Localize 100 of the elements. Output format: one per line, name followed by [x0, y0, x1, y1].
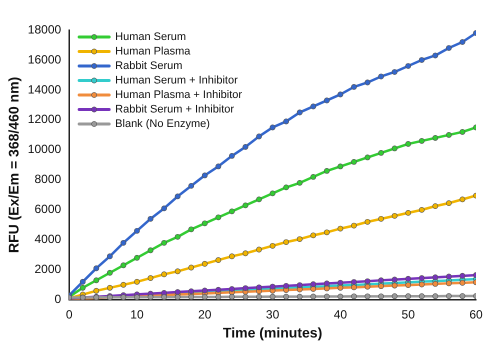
- point: [324, 280, 330, 286]
- point: [351, 159, 357, 165]
- x-tick-label: 50: [402, 307, 416, 322]
- point: [460, 280, 466, 286]
- point: [229, 294, 235, 300]
- y-tick-label: 14000: [28, 82, 62, 96]
- point: [283, 118, 290, 124]
- point: [364, 218, 370, 225]
- point: [418, 57, 425, 63]
- legend-label: Human Serum + Inhibitor: [115, 74, 238, 87]
- point: [418, 206, 425, 213]
- point: [242, 250, 248, 256]
- point: [134, 254, 140, 261]
- point: [351, 279, 357, 285]
- point: [405, 63, 412, 69]
- point: [93, 277, 100, 284]
- point: [460, 39, 466, 45]
- point: [202, 260, 208, 267]
- point: [364, 154, 370, 160]
- point: [161, 205, 167, 212]
- point: [296, 282, 303, 288]
- point: [270, 124, 276, 130]
- point: [310, 104, 316, 110]
- point: [120, 262, 126, 268]
- legend-label: Rabbit Serum + Inhibitor: [115, 104, 234, 116]
- point: [256, 284, 262, 290]
- point: [296, 294, 303, 300]
- point: [283, 282, 290, 289]
- point: [378, 277, 384, 284]
- point: [242, 294, 248, 300]
- point: [364, 80, 370, 86]
- x-tick-label: 10: [130, 307, 144, 322]
- point: [405, 141, 412, 147]
- point: [134, 278, 140, 285]
- point: [148, 275, 154, 281]
- point: [324, 294, 330, 300]
- point: [310, 281, 316, 288]
- point: [405, 210, 412, 216]
- point: [364, 293, 370, 300]
- point: [93, 265, 100, 272]
- point: [229, 208, 235, 214]
- point: [392, 276, 398, 282]
- point: [229, 253, 235, 260]
- point: [188, 294, 194, 300]
- point: [446, 132, 452, 138]
- y-axis-title: RFU (Ex/Em = 368/460 nm): [5, 76, 22, 254]
- point: [378, 283, 384, 290]
- point: [418, 282, 425, 288]
- point: [324, 98, 330, 104]
- point: [256, 246, 262, 252]
- point: [405, 276, 412, 282]
- point: [405, 282, 412, 288]
- point: [188, 182, 194, 189]
- point: [283, 184, 290, 190]
- point: [460, 272, 466, 279]
- point: [337, 226, 344, 232]
- point: [256, 134, 262, 140]
- point: [418, 293, 425, 300]
- point: [106, 284, 113, 291]
- point: [174, 234, 181, 240]
- point: [378, 293, 384, 300]
- point: [337, 284, 344, 291]
- point: [460, 293, 466, 299]
- point: [148, 247, 154, 254]
- y-tick-label: 18000: [28, 22, 62, 36]
- x-tick-label: 40: [334, 307, 348, 322]
- point: [405, 293, 412, 300]
- point: [310, 294, 316, 300]
- point: [337, 164, 344, 170]
- point: [432, 281, 438, 287]
- point: [188, 226, 194, 232]
- point: [351, 84, 357, 90]
- point: [446, 280, 452, 286]
- point: [242, 144, 248, 150]
- point: [364, 284, 370, 290]
- legend-label: Blank (No Enzyme): [115, 118, 210, 130]
- point: [270, 242, 276, 249]
- y-tick-label: 8000: [34, 172, 62, 186]
- point: [120, 282, 126, 288]
- point: [310, 174, 316, 180]
- point: [364, 278, 370, 284]
- point: [337, 294, 344, 300]
- x-axis-title: Time (minutes): [222, 324, 322, 340]
- point: [378, 74, 384, 80]
- point: [106, 253, 113, 260]
- point: [392, 282, 398, 288]
- point: [174, 193, 181, 200]
- point: [148, 216, 154, 222]
- y-tick-label: 10000: [28, 142, 62, 156]
- point: [229, 153, 235, 159]
- point: [446, 45, 452, 51]
- point: [283, 239, 290, 245]
- point: [270, 190, 276, 196]
- point: [337, 280, 344, 286]
- point: [161, 271, 167, 278]
- point: [215, 214, 222, 220]
- point: [215, 164, 222, 170]
- point: [188, 264, 194, 270]
- point: [202, 220, 208, 226]
- point: [215, 257, 222, 263]
